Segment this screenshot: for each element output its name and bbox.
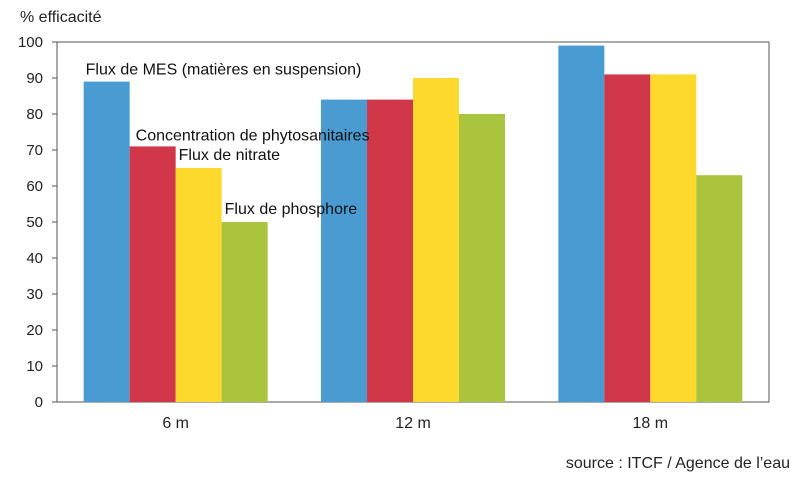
x-tick-label: 12 m	[395, 415, 431, 432]
bar	[558, 45, 605, 402]
bar	[604, 74, 651, 403]
x-tick-label: 18 m	[633, 415, 669, 432]
bar	[321, 99, 367, 402]
y-tick-label: 100	[18, 34, 43, 51]
y-tick-label: 20	[26, 322, 43, 339]
bar	[129, 146, 176, 402]
bar	[650, 74, 697, 403]
bar	[413, 78, 459, 402]
y-tick-label: 90	[26, 70, 43, 87]
series-label: Concentration de phytosanitaires	[136, 127, 370, 144]
bar	[221, 222, 268, 402]
series-label: Flux de nitrate	[179, 147, 280, 164]
y-tick-label: 70	[26, 142, 43, 159]
y-tick-label: 80	[26, 106, 43, 123]
y-axis-label: % efficacité	[20, 9, 102, 26]
y-tick-label: 30	[26, 286, 43, 303]
y-tick-label: 0	[35, 394, 43, 411]
plot-area: 0 10 20 30 40 50 60 70 80 90 100 6 m 12 m 18 m Flux de…	[18, 34, 770, 432]
y-tick-label: 40	[26, 250, 43, 267]
bar	[83, 81, 130, 402]
y-tick-label: 50	[26, 214, 43, 231]
series-label: Flux de MES (matières en suspension)	[86, 62, 362, 79]
y-tick-label: 10	[26, 358, 43, 375]
y-tick-label: 60	[26, 178, 43, 195]
x-tick-label: 6 m	[162, 415, 189, 432]
source-note: source : ITCF / Agence de l’eau	[566, 455, 790, 472]
series-label: Flux de phosphore	[225, 201, 358, 218]
bar	[696, 175, 743, 402]
bar	[175, 168, 222, 402]
bar	[459, 114, 505, 402]
bar	[367, 99, 413, 402]
